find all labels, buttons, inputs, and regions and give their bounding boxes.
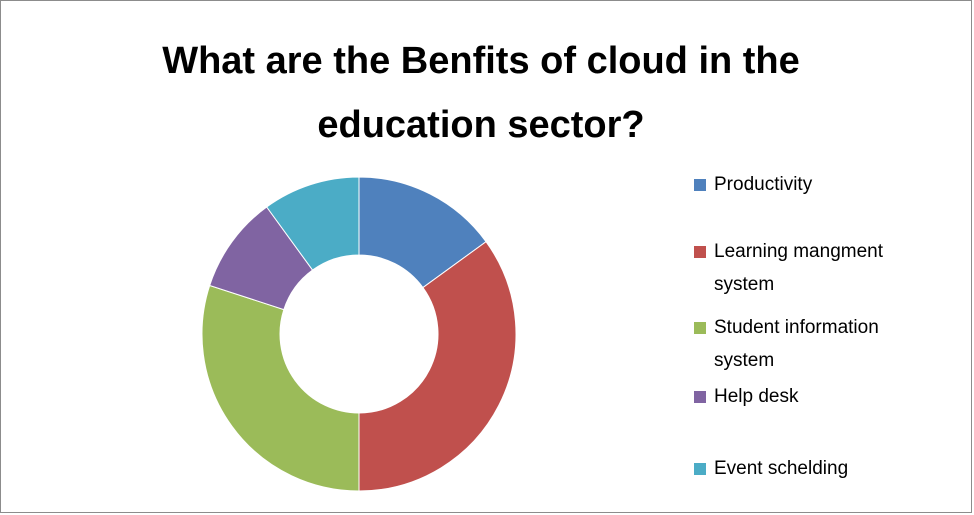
donut-segment [201, 284, 360, 492]
legend-label: Student information system [714, 317, 879, 371]
chart-title: What are the Benfits of cloud in the edu… [162, 40, 800, 146]
donut-segment [358, 241, 517, 492]
legend-item: Event schelding [694, 452, 944, 485]
legend-swatch [694, 322, 706, 334]
legend-item: Student information system [694, 311, 944, 377]
legend-swatch [694, 463, 706, 475]
legend-label: Help desk [714, 386, 799, 407]
legend-label: Learning mangment system [714, 241, 883, 295]
legend-label: Event schelding [714, 458, 849, 479]
legend-swatch [694, 391, 706, 403]
legend-swatch [694, 179, 706, 191]
legend-item: Productivity [694, 168, 944, 201]
legend-item: Learning mangment system [694, 235, 944, 301]
legend-item: Help desk [694, 380, 944, 413]
donut-segment [266, 176, 360, 271]
legend-swatch [694, 246, 706, 258]
legend-label: Productivity [714, 174, 813, 195]
